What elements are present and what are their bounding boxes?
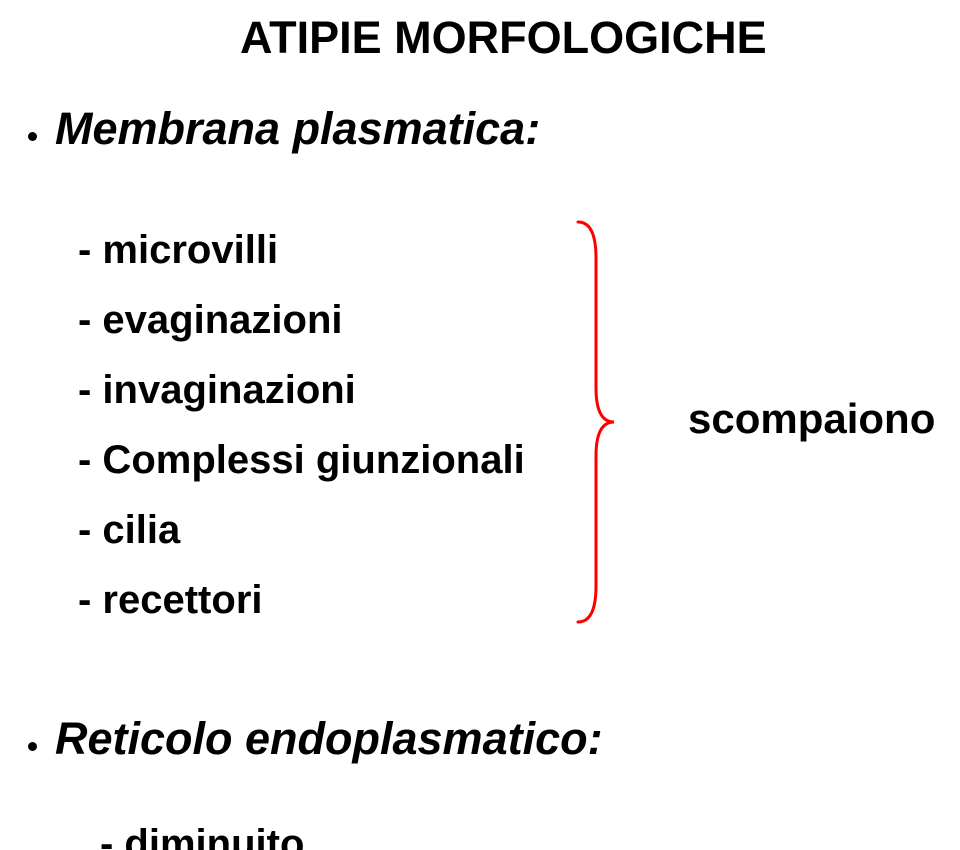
- list-item: - cilia: [78, 508, 180, 553]
- brace-icon: [568, 218, 618, 626]
- section1-heading: Membrana plasmatica:: [55, 103, 540, 155]
- list-item: - diminuito: [100, 822, 304, 850]
- list-item: - evaginazioni: [78, 298, 343, 343]
- slide: ATIPIE MORFOLOGICHE Membrana plasmatica:…: [0, 0, 960, 850]
- list-item: - recettori: [78, 578, 263, 623]
- list-item: - Complessi giunzionali: [78, 438, 525, 483]
- list-item: - invaginazioni: [78, 368, 356, 413]
- section2-heading: Reticolo endoplasmatico:: [55, 713, 603, 765]
- list-item: - microvilli: [78, 228, 278, 273]
- slide-title: ATIPIE MORFOLOGICHE: [240, 12, 767, 64]
- result-label: scompaiono: [688, 395, 935, 443]
- bullet-icon: [28, 742, 37, 751]
- bullet-icon: [28, 132, 37, 141]
